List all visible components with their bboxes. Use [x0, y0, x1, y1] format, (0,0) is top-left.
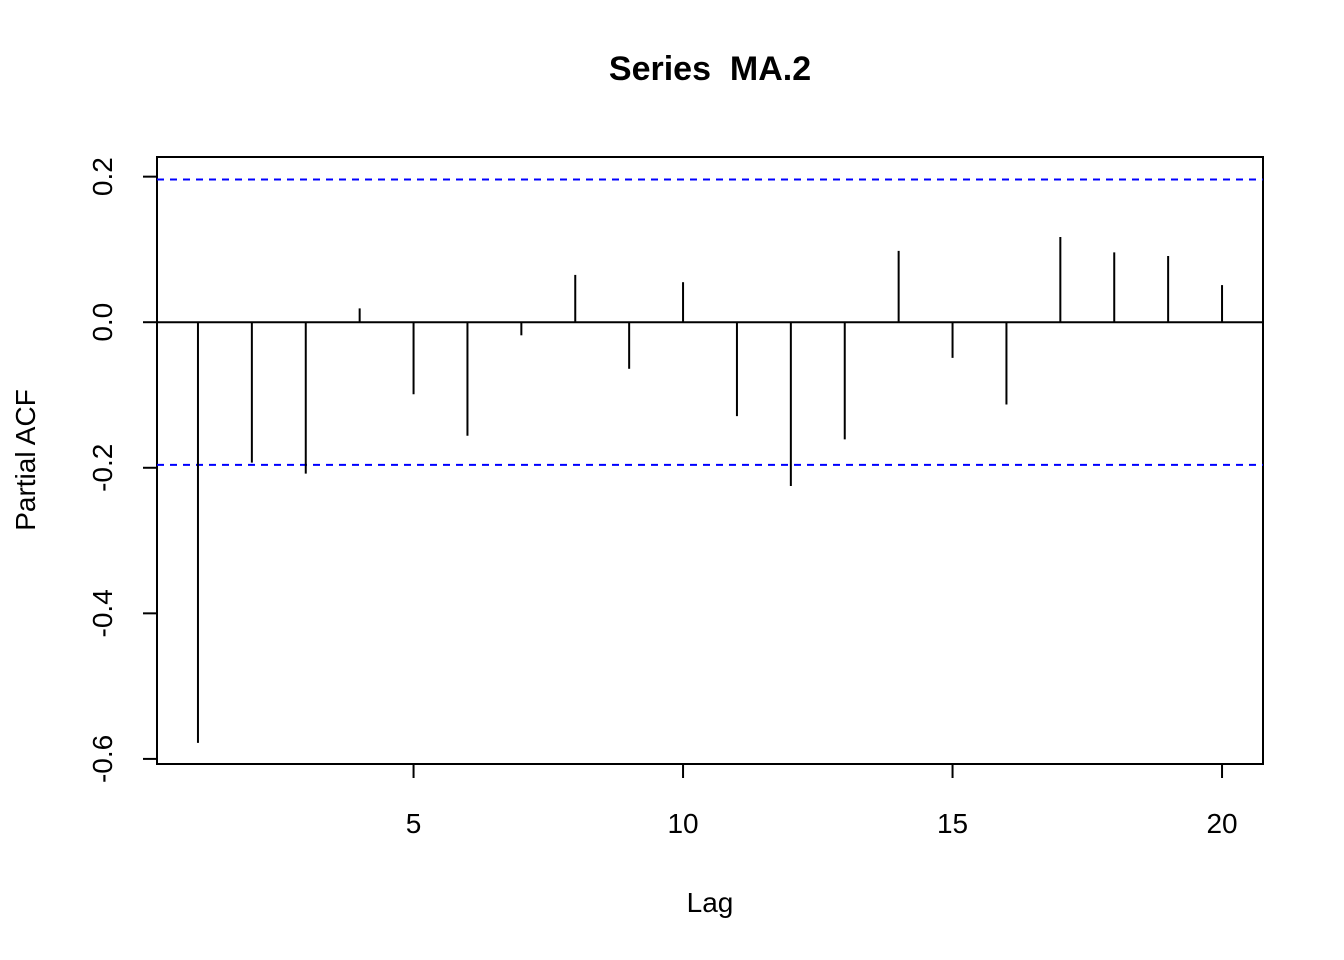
x-tick-label: 10	[667, 808, 698, 839]
x-axis-label: Lag	[687, 887, 734, 918]
y-tick-label: -0.2	[87, 444, 118, 492]
y-axis-label: Partial ACF	[10, 389, 41, 531]
chart-title: Series MA.2	[609, 50, 811, 88]
y-tick-label: 0.2	[87, 157, 118, 196]
y-tick-label: -0.6	[87, 735, 118, 783]
plot-frame	[156, 156, 1264, 765]
chart-marks: 5 10 15 20 0.2 0.0 -0.2 -0.4 -0.6	[87, 157, 1263, 839]
x-tick-label: 15	[937, 808, 968, 839]
x-tick-label: 5	[406, 808, 422, 839]
y-tick-label: 0.0	[87, 303, 118, 342]
x-tick-label: 20	[1206, 808, 1237, 839]
y-tick-label: -0.4	[87, 589, 118, 637]
